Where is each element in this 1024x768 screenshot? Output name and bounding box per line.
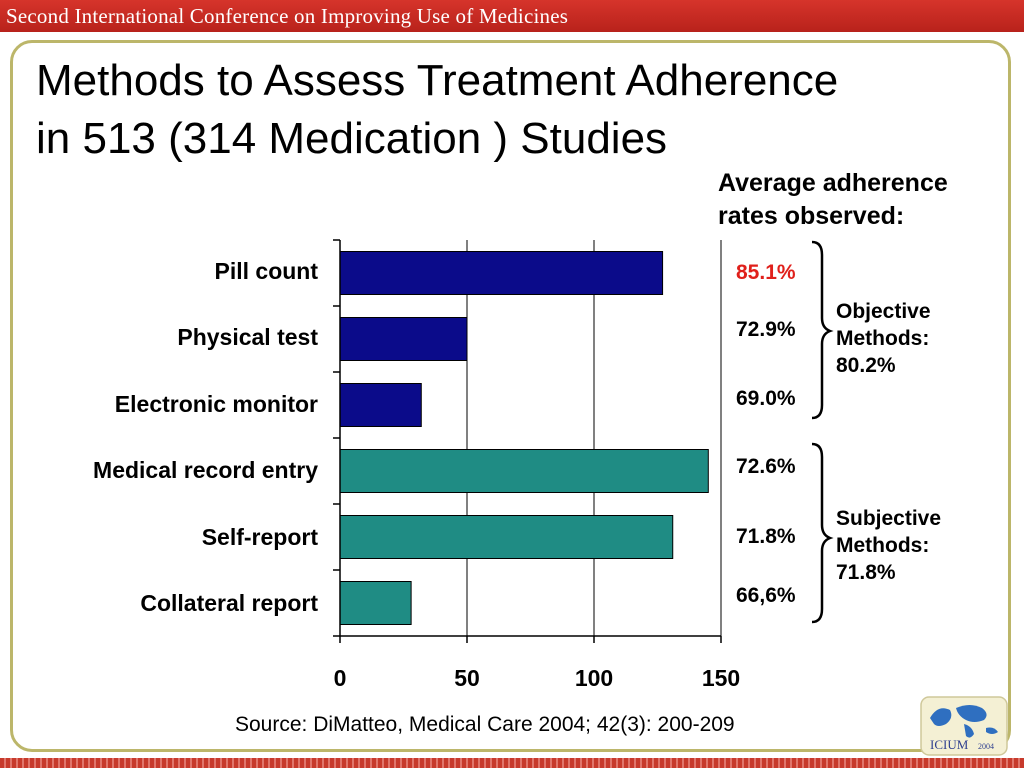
bar <box>339 317 468 361</box>
slide-title-line-1: Methods to Assess Treatment Adherence <box>36 56 839 105</box>
bar <box>339 581 412 625</box>
adherence-rate: 72.6% <box>736 455 796 478</box>
category-label: Pill count <box>214 258 319 284</box>
adherence-rate-highlight: 85.1% <box>736 261 796 284</box>
group-label-value: 80.2% <box>836 354 896 377</box>
adherence-rate: 66,6% <box>736 584 796 607</box>
adherence-heading-line-1: Average adherence <box>718 169 948 197</box>
bar <box>339 449 709 493</box>
adherence-rate: 72.9% <box>736 318 796 341</box>
globe-icon <box>930 705 998 738</box>
conference-banner: Second International Conference on Impro… <box>0 0 1024 32</box>
category-label: Medical record entry <box>93 457 318 483</box>
x-tick-label: 50 <box>454 665 480 691</box>
chart-grid <box>339 240 722 636</box>
subjective-methods-label: Subjective Methods: 71.8% <box>836 505 941 586</box>
x-tick-label: 100 <box>574 665 614 691</box>
slide-title-line-2: in 513 (314 Medication ) Studies <box>36 114 668 163</box>
category-label: Collateral report <box>140 590 318 616</box>
slide-frame <box>10 40 1011 752</box>
chart-bars <box>339 251 709 625</box>
group-label-line: Subjective <box>836 507 942 530</box>
group-label-line: Objective <box>836 300 931 323</box>
source-citation: Source: DiMatteo, Medical Care 2004; 42(… <box>235 713 735 736</box>
conference-name: Second International Conference on Impro… <box>6 4 569 28</box>
subjective-brace <box>811 442 834 624</box>
objective-brace <box>811 240 834 420</box>
objective-methods-label: Objective Methods: 80.2% <box>836 298 931 379</box>
bar <box>339 515 674 559</box>
logo-text: ICIUM <box>930 737 969 752</box>
adherence-heading-line-2: rates observed: <box>718 202 905 230</box>
slide-title: Methods to Assess Treatment Adherence in… <box>36 52 996 168</box>
x-tick-label: 150 <box>701 665 741 691</box>
logo-year: 2004 <box>978 742 994 751</box>
bar <box>339 251 664 295</box>
category-label: Self-report <box>201 524 318 550</box>
adherence-heading: Average adherence rates observed: <box>718 167 998 233</box>
adherence-rate: 71.8% <box>736 525 796 548</box>
category-label: Physical test <box>177 324 318 350</box>
group-label-value: 71.8% <box>836 561 896 584</box>
bar <box>339 383 422 427</box>
group-label-line: Methods: <box>836 534 930 557</box>
bottom-stripe <box>0 758 1024 768</box>
adherence-rate: 69.0% <box>736 387 796 410</box>
category-label: Electronic monitor <box>114 391 318 417</box>
x-tick-label: 0 <box>333 665 347 691</box>
chart-axes <box>333 239 722 643</box>
icium-logo: ICIUM 2004 <box>920 696 1008 756</box>
group-label-line: Methods: <box>836 327 930 350</box>
